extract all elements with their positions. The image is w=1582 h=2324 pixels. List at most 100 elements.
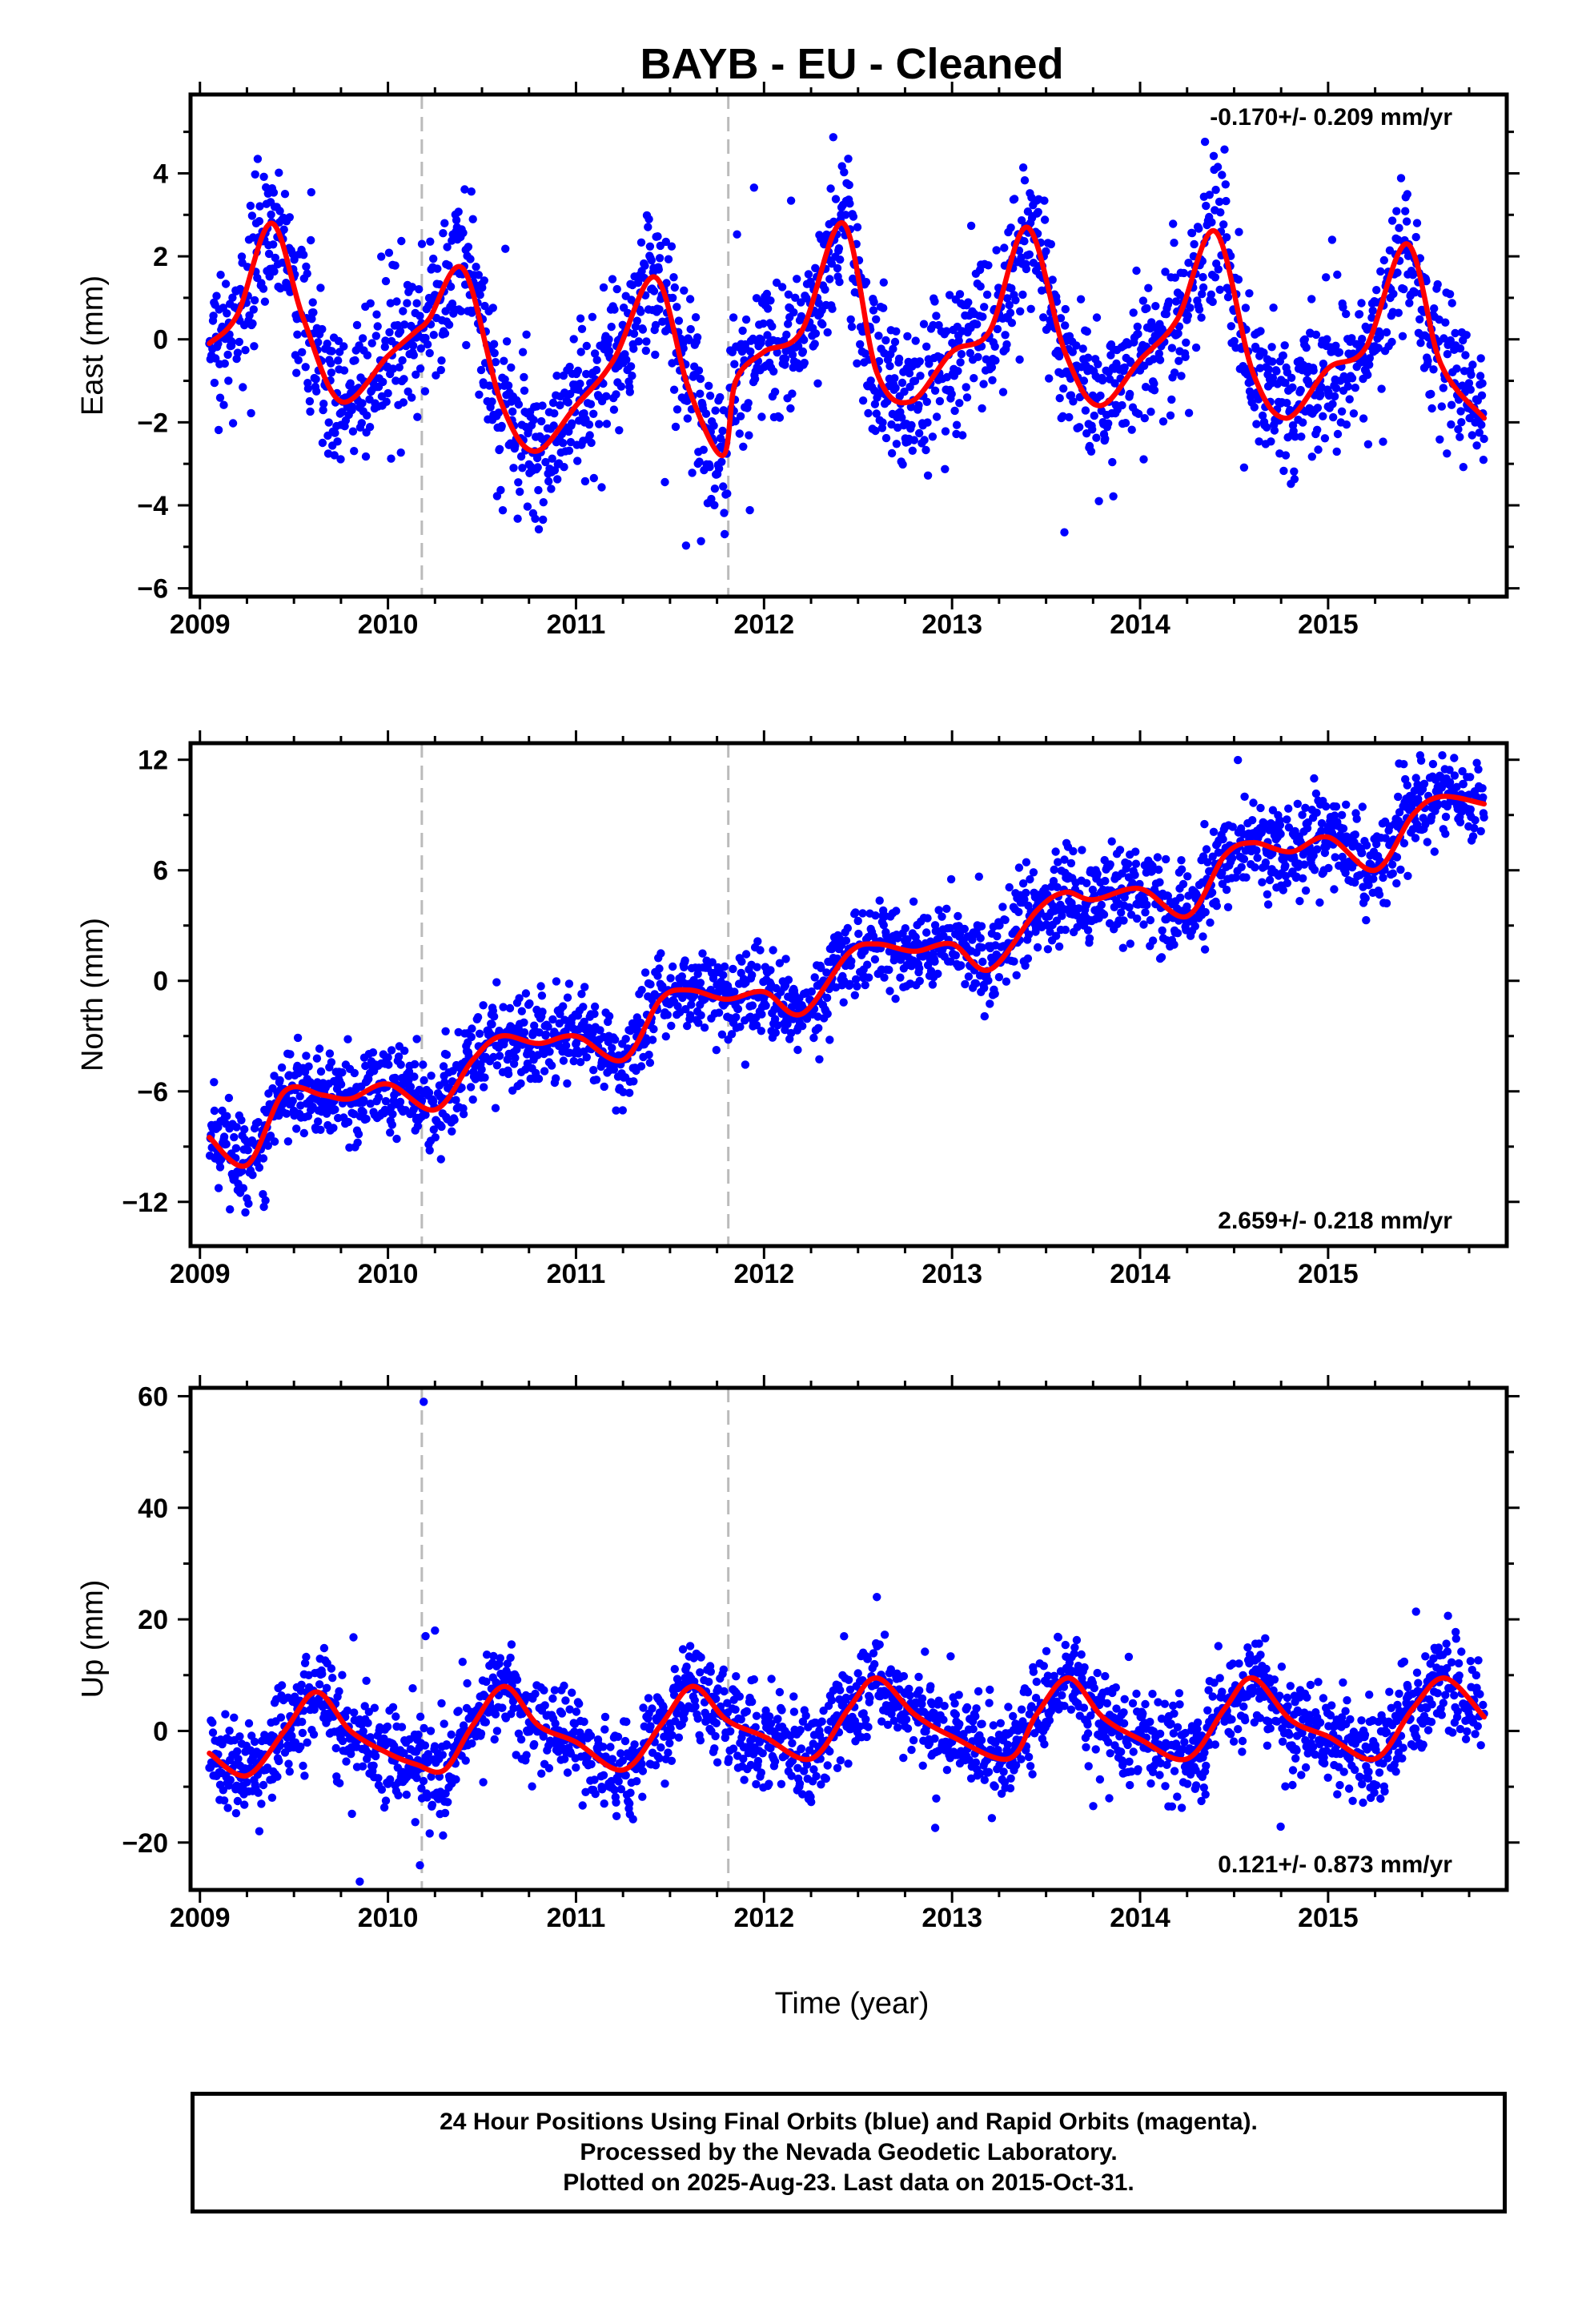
data-point — [233, 1747, 242, 1756]
data-point — [916, 372, 925, 380]
data-point — [270, 1137, 279, 1146]
data-point — [1190, 239, 1199, 249]
data-point — [1368, 306, 1377, 316]
data-point — [516, 1079, 525, 1088]
data-point — [424, 1088, 434, 1097]
data-point — [673, 303, 681, 312]
data-point — [746, 347, 755, 356]
data-point — [307, 315, 316, 324]
data-point — [358, 1762, 367, 1771]
data-point — [669, 962, 677, 971]
data-point — [717, 457, 726, 466]
data-point — [240, 1800, 249, 1809]
data-point — [275, 1756, 283, 1766]
data-point — [303, 269, 311, 278]
data-point — [804, 270, 813, 279]
data-point — [978, 943, 986, 952]
data-point — [379, 377, 387, 387]
data-point — [569, 335, 578, 344]
data-point — [1183, 872, 1192, 881]
data-point — [439, 229, 448, 238]
data-point — [1337, 407, 1347, 416]
data-point — [1269, 304, 1278, 312]
data-point — [292, 1124, 301, 1133]
data-point — [1268, 806, 1278, 814]
x-tick-label: 2014 — [1110, 1259, 1170, 1289]
data-point — [1331, 341, 1340, 350]
x-tick-label: 2011 — [547, 1259, 606, 1289]
data-point — [247, 408, 255, 418]
data-point — [513, 514, 522, 523]
data-point — [984, 261, 993, 270]
data-point — [315, 1044, 324, 1053]
data-point — [1239, 463, 1249, 472]
data-point — [444, 261, 453, 270]
data-point — [1290, 467, 1299, 476]
data-point — [1124, 859, 1133, 869]
data-point — [903, 332, 912, 341]
data-point — [394, 1791, 403, 1799]
data-point — [1403, 190, 1412, 199]
data-point — [1101, 434, 1110, 444]
data-point — [1351, 830, 1360, 839]
data-point — [1200, 945, 1210, 954]
data-point — [576, 1058, 585, 1067]
data-point — [564, 979, 574, 988]
data-point — [1411, 834, 1420, 842]
data-point — [1223, 903, 1233, 912]
data-point — [1082, 879, 1091, 888]
data-point — [550, 409, 559, 418]
data-point — [629, 329, 639, 338]
data-point — [915, 976, 925, 986]
data-point — [1464, 379, 1474, 388]
data-point — [1182, 338, 1191, 347]
rate-label: 2.659+/- 0.218 mm/yr — [1218, 1208, 1452, 1234]
data-point — [468, 1024, 476, 1033]
data-point — [914, 400, 923, 410]
data-point — [1222, 885, 1231, 895]
data-point — [587, 438, 596, 448]
data-point — [1049, 877, 1058, 886]
data-point — [371, 332, 380, 340]
data-point — [300, 1659, 310, 1667]
x-tick-label: 2010 — [358, 609, 419, 640]
data-point — [439, 1062, 448, 1071]
data-point — [1270, 426, 1279, 435]
data-point — [1086, 447, 1096, 456]
data-point — [1403, 871, 1412, 881]
data-point — [645, 242, 655, 251]
data-point — [714, 1008, 724, 1017]
data-point — [295, 1092, 304, 1101]
data-point — [331, 428, 339, 437]
data-point — [879, 304, 888, 312]
data-point — [534, 485, 543, 495]
data-point — [1283, 399, 1291, 408]
data-point — [1201, 907, 1210, 917]
data-point — [1014, 863, 1024, 872]
data-point — [241, 1208, 250, 1217]
data-point — [836, 255, 845, 264]
data-point — [958, 431, 967, 440]
data-point — [342, 1757, 351, 1766]
data-point — [1006, 308, 1015, 317]
data-point — [1234, 755, 1243, 765]
data-point — [1466, 773, 1475, 782]
data-point — [759, 319, 768, 328]
data-point — [267, 1793, 277, 1802]
data-point — [1290, 475, 1299, 484]
data-point — [518, 348, 528, 356]
data-point — [525, 999, 534, 1008]
data-point — [329, 1124, 338, 1132]
data-point — [408, 1684, 417, 1693]
data-point — [1048, 275, 1057, 284]
data-point — [834, 244, 844, 253]
data-point — [363, 411, 371, 420]
data-point — [629, 1077, 638, 1086]
data-point — [1313, 404, 1323, 412]
data-point — [1227, 854, 1237, 863]
data-point — [847, 957, 856, 966]
data-point — [1476, 826, 1485, 836]
data-point — [744, 399, 753, 408]
data-point — [1155, 878, 1164, 887]
data-point — [608, 629, 616, 637]
